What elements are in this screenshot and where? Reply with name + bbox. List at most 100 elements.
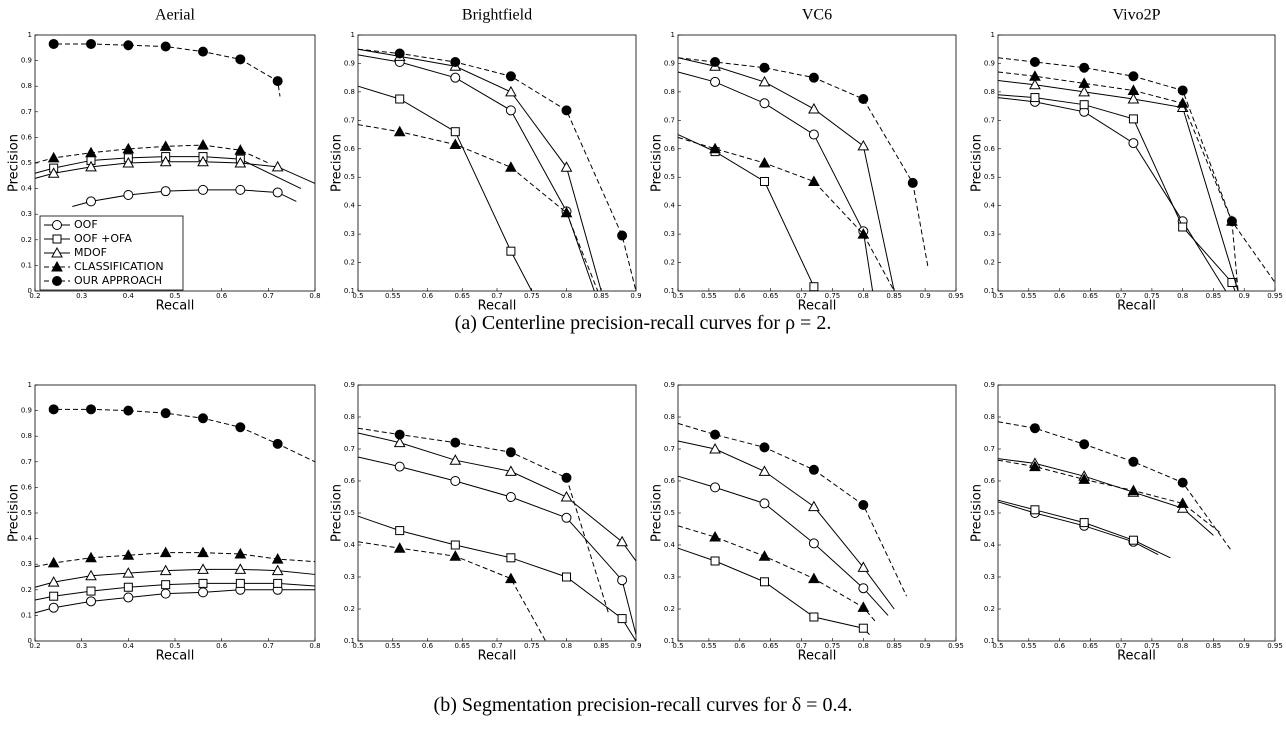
y-tick-label: 0 [28,637,32,645]
x-tick-label: 0.5 [169,292,180,300]
y-tick-label: 0.1 [344,287,355,295]
y-tick-label: 0.3 [21,560,32,568]
y-tick-label: 1 [28,31,32,39]
marker [1226,216,1237,227]
marker [234,547,247,559]
x-tick-label: 0.8 [858,292,869,300]
x-tick-label: 0.55 [1021,642,1037,650]
series-line [677,440,895,610]
marker [234,563,247,574]
y-axis-label: Precision [7,484,22,542]
x-tick-label: 0.75 [524,292,540,300]
x-axis-label: Recall [156,649,195,664]
x-tick-label: 0.8 [1177,292,1188,300]
marker [198,413,208,424]
x-tick-label: 0.2 [29,292,40,300]
y-tick-label: 0.4 [21,535,33,543]
legend-marker [51,260,63,272]
marker [159,155,172,167]
x-tick-label: 0.6 [216,642,228,650]
y-tick-label: 0.2 [984,605,995,613]
marker [857,228,870,239]
x-axis-label: Recall [1117,649,1156,664]
marker [758,75,771,87]
x-tick-label: 0.65 [763,292,779,300]
marker [235,54,246,65]
y-tick-label: 0.8 [344,88,355,96]
x-axis-label: Recall [1117,299,1156,314]
series-line [49,43,281,97]
marker [1176,497,1189,508]
x-tick-label: 0.75 [524,642,540,650]
marker [159,546,172,558]
y-tick-label: 0.7 [21,108,32,116]
marker [561,512,572,523]
marker [809,282,819,292]
x-tick-label: 0.5 [169,642,180,650]
marker [123,40,134,51]
x-tick-label: 0.85 [886,292,902,300]
x-tick-label: 0.75 [825,642,841,650]
x-tick-label: 0.6 [422,292,434,300]
series-line [49,408,316,463]
x-tick-label: 0.5 [672,292,683,300]
y-tick-label: 0.3 [664,573,675,581]
y-tick-label: 0.4 [344,202,356,210]
x-tick-label: 0.65 [1083,292,1099,300]
marker [394,48,405,59]
y-tick-label: 0.5 [344,173,355,181]
marker [123,592,134,603]
marker [857,601,870,612]
marker [506,246,516,256]
marker [710,57,721,68]
x-tick-label: 0.75 [825,292,841,300]
marker [560,490,573,502]
x-tick-label: 0.6 [734,642,746,650]
chart-title: Brightfield [462,7,532,24]
x-tick-label: 0.85 [1206,292,1222,300]
x-axis-label: Recall [478,649,517,664]
x-tick-label: 0.7 [491,292,502,300]
plot-frame [357,384,637,642]
y-tick-label: 0.9 [984,59,995,67]
y-tick-label: 0.8 [344,413,355,421]
legend-marker [52,220,62,230]
y-tick-label: 0.2 [21,586,32,594]
chart-title: VC6 [802,7,832,24]
marker [858,623,868,633]
chart: Aerial Recall Precision 0.2 0.3 0.4 0.5 0.6 0.7 0… [7,7,321,314]
marker [808,500,820,512]
y-axis-label: Precision [650,484,665,542]
marker [450,437,461,448]
marker [160,41,171,52]
x-tick-label: 0.95 [948,292,964,300]
marker [159,140,172,151]
x-tick-label: 0.7 [263,642,274,650]
marker [197,563,209,574]
marker [808,175,820,186]
x-tick-label: 0.85 [1206,642,1222,650]
x-tick-label: 0.55 [701,292,717,300]
x-tick-label: 0.85 [593,292,609,300]
y-tick-label: 0.9 [21,57,32,65]
marker [47,576,60,587]
marker [85,551,97,563]
marker [47,167,60,178]
series-line [34,144,269,164]
y-axis-label: Precision [970,134,985,192]
marker [560,161,573,172]
marker [1030,505,1040,515]
y-tick-label: 0.3 [984,573,995,581]
marker [560,206,573,218]
y-tick-label: 0.1 [984,637,995,645]
marker [1029,78,1041,90]
series-line [677,57,929,269]
marker [1029,460,1041,472]
marker [617,575,628,586]
x-tick-label: 0.95 [1267,642,1283,650]
y-tick-label: 0.2 [664,605,675,613]
marker [123,582,133,592]
